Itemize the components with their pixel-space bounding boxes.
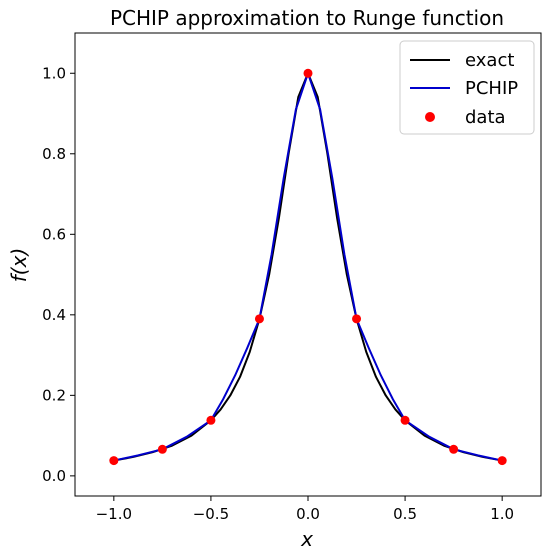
x-axis: −1.0 −0.5 0.0 0.5 1.0 [96,496,514,523]
y-tick-label: 1.0 [42,64,66,82]
chart-title: PCHIP approximation to Runge function [110,6,504,30]
y-tick-label: 0.4 [42,306,66,324]
legend-label: data [465,107,506,128]
y-axis-label: f(x) [7,248,31,282]
data-point [206,415,216,425]
y-tick-label: 0.0 [42,467,66,485]
data-point [303,68,313,78]
x-tick-label: 1.0 [490,505,514,523]
x-axis-label: x [300,527,313,551]
y-tick-label: 0.2 [42,386,66,404]
legend-marker-data [425,112,435,122]
legend-label: PCHIP [465,78,518,99]
data-point [254,314,264,324]
legend-box [399,40,535,135]
data-point [497,456,507,466]
x-tick-label: 0.0 [296,505,320,523]
x-tick-label: 0.5 [393,505,417,523]
data-point [157,444,167,454]
legend: exact PCHIP data [399,40,535,135]
x-tick-label: −0.5 [193,505,229,523]
data-point [109,456,119,466]
legend-label: exact [465,50,514,71]
y-axis: 0.0 0.2 0.4 0.6 0.8 1.0 [42,64,75,485]
data-point [449,444,459,454]
data-point [400,415,410,425]
y-tick-label: 0.6 [42,225,66,243]
data-point [352,314,362,324]
y-tick-label: 0.8 [42,145,66,163]
series-layer [109,68,507,466]
x-tick-label: −1.0 [96,505,132,523]
